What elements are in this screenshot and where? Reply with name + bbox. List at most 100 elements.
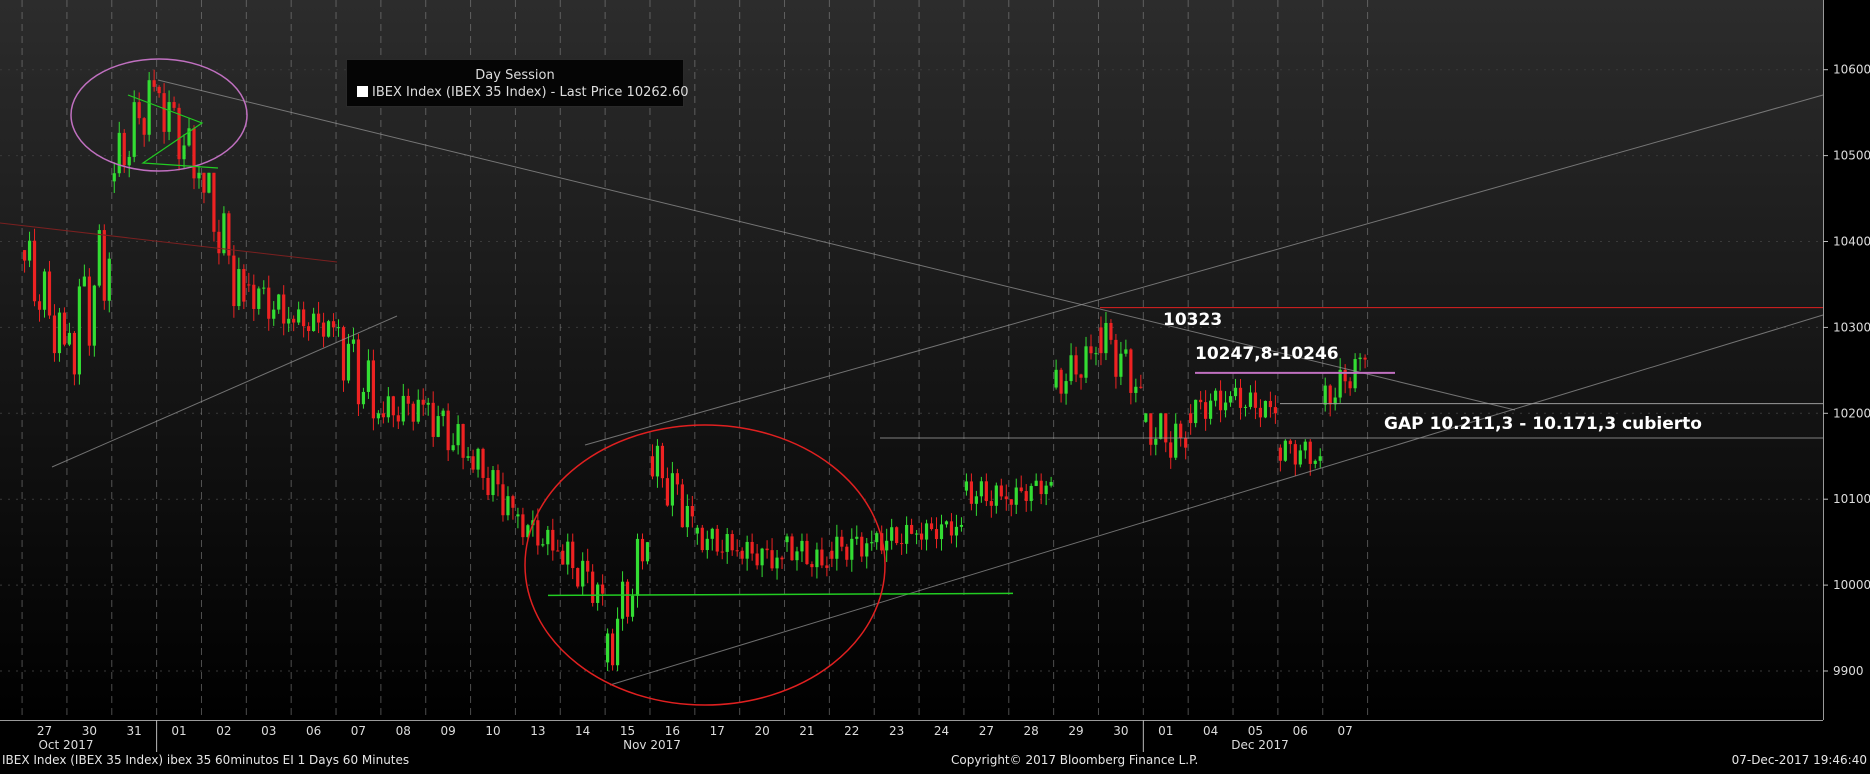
- candle-body: [1209, 400, 1213, 419]
- candle-body: [1283, 440, 1287, 461]
- candle-body: [1119, 353, 1123, 377]
- candle-body: [655, 445, 660, 477]
- x-tick-label: 31: [127, 724, 142, 738]
- candle-body: [601, 584, 605, 594]
- candle-body: [705, 538, 709, 551]
- footer-timestamp: 07-Dec-2017 19:46:40: [1731, 753, 1867, 767]
- candle-body: [217, 231, 221, 254]
- support-line: [547, 592, 1014, 597]
- candle-body: [1293, 444, 1297, 465]
- candle-body: [316, 313, 321, 323]
- candle-body: [366, 360, 371, 392]
- candle-body: [32, 240, 37, 302]
- label-resistance: 10247,8-10246: [1195, 344, 1339, 364]
- candle-body: [182, 145, 186, 160]
- candle-body: [461, 424, 465, 458]
- candle-body: [1343, 369, 1347, 382]
- candle-body: [1054, 369, 1058, 388]
- candle-body: [117, 132, 121, 174]
- candle-body: [162, 93, 166, 132]
- y-tick-label: 10000: [1833, 578, 1870, 592]
- channel-line-lower: [609, 314, 1824, 686]
- candle-body: [67, 332, 72, 345]
- candle-body: [919, 533, 924, 540]
- candle-body: [830, 550, 834, 559]
- candle-body: [715, 528, 719, 552]
- candle-body: [312, 313, 316, 332]
- candle-body: [690, 505, 694, 517]
- candle-body: [984, 481, 988, 502]
- candle-body: [491, 470, 495, 496]
- candle-body: [516, 514, 520, 517]
- candle-body: [376, 413, 380, 419]
- candle-body: [177, 107, 181, 160]
- plot-background: [0, 0, 1823, 720]
- candle-body: [292, 318, 296, 323]
- candle-body: [87, 276, 91, 346]
- x-tick-label: 15: [620, 724, 635, 738]
- candle-body: [730, 534, 734, 551]
- candle-body: [561, 550, 565, 565]
- candle-body: [959, 524, 964, 527]
- candle-body: [1338, 369, 1342, 398]
- candle-body: [606, 633, 610, 663]
- candle-body: [496, 470, 500, 485]
- candle-body: [341, 327, 346, 381]
- candle-body: [999, 485, 1003, 497]
- candle-body: [511, 496, 515, 508]
- candle-body: [850, 538, 854, 560]
- candle-body: [1104, 322, 1108, 354]
- x-tick-label: 20: [754, 724, 769, 738]
- candle-body: [870, 542, 874, 544]
- candle-body: [785, 536, 789, 543]
- candle-body: [202, 172, 206, 193]
- x-tick-label: 01: [1158, 724, 1173, 738]
- candle-body: [486, 477, 490, 496]
- candle-body: [242, 269, 246, 302]
- candle-body: [227, 213, 231, 256]
- candle-body: [581, 560, 585, 587]
- candle-body: [680, 484, 684, 528]
- trendline-descending: [157, 79, 1516, 411]
- candle-body: [1009, 499, 1013, 505]
- candle-body: [1064, 381, 1068, 394]
- candle-body: [640, 538, 645, 562]
- candle-body: [1139, 386, 1143, 388]
- candle-body: [1288, 440, 1292, 445]
- label-gap: GAP 10.211,3 - 10.171,3 cubierto: [1384, 414, 1702, 434]
- candle-body: [750, 541, 754, 554]
- candle-body: [1218, 390, 1223, 411]
- candle-body: [835, 536, 839, 559]
- candle-body: [1228, 396, 1233, 403]
- x-tick-label: 10: [485, 724, 500, 738]
- candle-body: [914, 533, 919, 535]
- candle-body: [825, 565, 829, 568]
- x-tick-label: 13: [530, 724, 545, 738]
- candle-body: [1029, 485, 1033, 501]
- candle-body: [611, 633, 615, 666]
- x-tick-label: 09: [441, 724, 456, 738]
- candle-body: [1303, 441, 1307, 451]
- footer-description: IBEX Index (IBEX 35 Index) ibex 35 60min…: [2, 753, 410, 767]
- candle-body: [860, 536, 864, 557]
- candle-body: [765, 548, 769, 551]
- candle-body: [685, 505, 689, 528]
- month-label: Oct 2017: [38, 738, 93, 752]
- x-tick-label: 22: [844, 724, 859, 738]
- candle-body: [267, 287, 271, 319]
- candle-body: [969, 481, 973, 504]
- candle-body: [745, 541, 749, 559]
- candle-body: [890, 527, 894, 541]
- candle-body: [112, 173, 116, 182]
- candle-body: [446, 410, 450, 451]
- x-tick-label: 04: [1203, 724, 1218, 738]
- candle-body: [591, 571, 595, 603]
- candle-body: [277, 294, 281, 310]
- candle-body: [650, 456, 655, 477]
- candle-body: [571, 541, 575, 569]
- candle-body: [252, 284, 256, 309]
- candle-body: [586, 560, 590, 572]
- candle-body: [476, 448, 480, 470]
